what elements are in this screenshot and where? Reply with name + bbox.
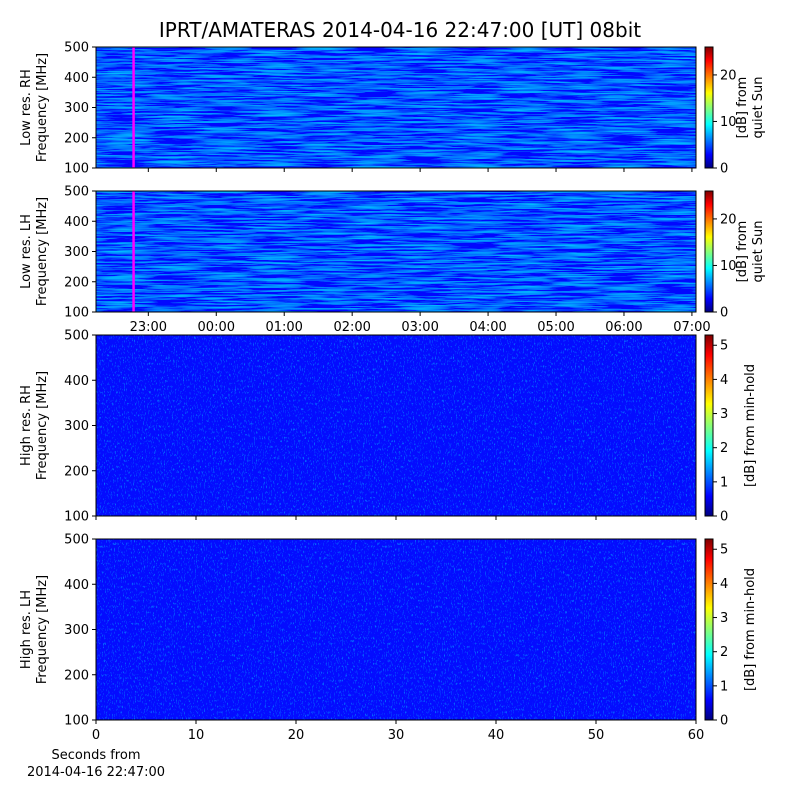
x-axis-label: Seconds from (51, 748, 140, 763)
colorbar-tick-label: 20 (720, 212, 737, 227)
y-tick-label: 400 (64, 215, 89, 230)
x-tick-label: 04:00 (469, 320, 506, 335)
x-tick-label: 40 (488, 728, 505, 743)
colorbar (704, 538, 714, 721)
y-axis-label: Low res. RH (19, 69, 34, 146)
y-axis-label: High res. LH (19, 590, 34, 669)
y-tick-label: 200 (64, 275, 89, 290)
y-tick-label: 200 (64, 668, 89, 683)
y-axis-label: Frequency [MHz] (35, 53, 50, 162)
colorbar-label: [dB] from min-hold (743, 364, 758, 487)
x-tick-label: 01:00 (265, 320, 302, 335)
x-tick-label: 30 (388, 728, 405, 743)
y-tick-label: 300 (64, 623, 89, 638)
colorbar-tick-label: 2 (720, 441, 728, 456)
plot-frame (95, 190, 697, 313)
colorbar-tick-label: 4 (720, 577, 728, 592)
colorbar-tick-label: 4 (720, 373, 728, 388)
y-tick-label: 500 (64, 41, 89, 56)
colorbar-label: [dB] from (735, 77, 750, 139)
colorbar-label: [dB] from (735, 221, 750, 283)
x-tick-label: 10 (188, 728, 205, 743)
plot-frame (95, 46, 697, 169)
colorbar (704, 334, 714, 517)
plot-frame (95, 334, 697, 517)
y-tick-label: 400 (64, 71, 89, 86)
x-tick-label: 00:00 (198, 320, 235, 335)
colorbar-tick-label: 3 (720, 407, 728, 422)
colorbar-tick-label: 20 (720, 68, 737, 83)
y-tick-label: 200 (64, 131, 89, 146)
colorbar-tick-label: 1 (720, 679, 728, 694)
x-tick-label: 07:00 (673, 320, 710, 335)
x-tick-label: 05:00 (537, 320, 574, 335)
figure-title: IPRT/AMATERAS 2014-04-16 22:47:00 [UT] 0… (159, 18, 641, 42)
colorbar (704, 190, 714, 313)
y-tick-label: 500 (64, 329, 89, 344)
spectrogram-texture (96, 335, 696, 516)
y-tick-label: 300 (64, 419, 89, 434)
colorbar-tick-label: 10 (720, 115, 737, 130)
y-tick-label: 400 (64, 578, 89, 593)
x-tick-label: 06:00 (605, 320, 642, 335)
x-tick-label: 60 (688, 728, 705, 743)
colorbar-tick-label: 5 (720, 339, 728, 354)
y-tick-label: 300 (64, 101, 89, 116)
colorbar-label: quiet Sun (751, 76, 766, 138)
y-tick-label: 100 (64, 714, 89, 729)
y-tick-label: 500 (64, 533, 89, 548)
y-tick-label: 100 (64, 306, 89, 321)
y-tick-label: 100 (64, 162, 89, 177)
x-tick-label: 50 (588, 728, 605, 743)
y-tick-label: 100 (64, 510, 89, 525)
colorbar-tick-label: 5 (720, 543, 728, 558)
x-tick-label: 0 (92, 728, 100, 743)
colorbar-tick-label: 0 (720, 306, 728, 321)
spectrogram-texture (96, 191, 696, 312)
colorbar-tick-label: 3 (720, 611, 728, 626)
y-axis-label: Low res. LH (19, 214, 34, 289)
y-axis-label: Frequency [MHz] (35, 371, 50, 480)
colorbar-tick-label: 1 (720, 475, 728, 490)
y-axis-label: Frequency [MHz] (35, 197, 50, 306)
y-axis-label: Frequency [MHz] (35, 575, 50, 684)
colorbar-label: quiet Sun (751, 220, 766, 282)
colorbar-label: [dB] from min-hold (743, 568, 758, 691)
spectrogram-texture (96, 47, 696, 168)
colorbar (704, 46, 714, 169)
colorbar-tick-label: 0 (720, 510, 728, 525)
x-tick-label: 20 (288, 728, 305, 743)
colorbar-tick-label: 0 (720, 162, 728, 177)
x-axis-label: 2014-04-16 22:47:00 (27, 765, 165, 780)
y-tick-label: 500 (64, 185, 89, 200)
plot-frame (95, 538, 697, 721)
x-tick-label: 02:00 (333, 320, 370, 335)
x-tick-label: 23:00 (130, 320, 167, 335)
colorbar-tick-label: 10 (720, 259, 737, 274)
y-tick-label: 300 (64, 245, 89, 260)
y-tick-label: 400 (64, 374, 89, 389)
spectrogram-texture (96, 539, 696, 720)
y-axis-label: High res. RH (19, 385, 34, 466)
colorbar-tick-label: 2 (720, 645, 728, 660)
colorbar-tick-label: 0 (720, 714, 728, 729)
y-tick-label: 200 (64, 464, 89, 479)
x-tick-label: 03:00 (401, 320, 438, 335)
